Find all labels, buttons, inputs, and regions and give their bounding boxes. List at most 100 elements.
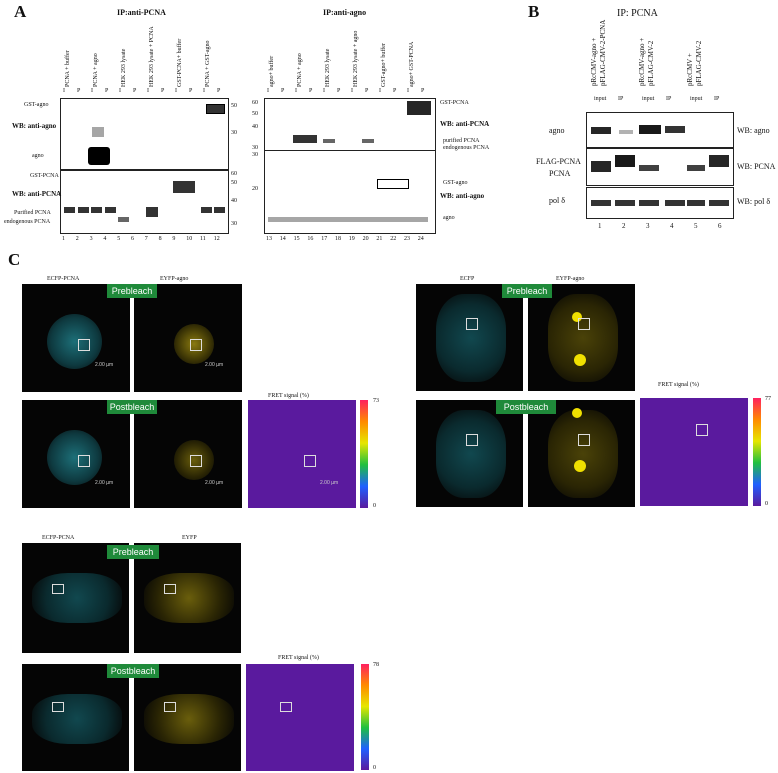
g1-scale-max: 73 (373, 398, 379, 404)
wb-anti-pcna-right: WB: anti-PCNA (440, 120, 490, 128)
b-group-2-b: pFLAG-CMV-2 (647, 40, 655, 86)
lane-label-left-4: HEK 293 lysate + PCNA (149, 26, 155, 87)
g2-fret-label: FRET signal (%) (658, 382, 699, 388)
g1-fret-image (248, 400, 356, 508)
lane-number-right-20: 20 (362, 236, 369, 242)
mw-40-left: 40 (231, 198, 237, 204)
mw-30b-left: 30 (231, 221, 237, 227)
b-group-3-b: pFLAG-CMV-2 (695, 40, 703, 86)
ip-label-i-right-1: I (267, 88, 269, 94)
marker-endogenous-pcna-left: endogenous PCNA (4, 219, 51, 225)
g2-label-eyfp-agno: EYFP-agno (556, 276, 585, 282)
g3-postbleach-tag: Postbleach (107, 664, 159, 678)
ip-label-i-left-5: I (175, 88, 177, 94)
g1-eyfp-post (134, 400, 242, 508)
g1-scale-bar-text-4: 2.00 µm (205, 480, 224, 486)
lane-number-right-14: 14 (279, 236, 286, 242)
g1-colorbar (360, 400, 368, 508)
mw-40-right: 40 (252, 124, 258, 130)
mw-30-right: 30 (252, 145, 258, 151)
mw-30-left: 30 (231, 130, 237, 136)
panel-b-letter: B (528, 2, 540, 21)
g3-colorbar (361, 664, 369, 770)
blot-b-agno (586, 112, 734, 148)
lane-number-left-2: 2 (75, 236, 79, 242)
b-row-pol: pol δ (549, 196, 565, 205)
mw-50b-left: 50 (231, 180, 237, 186)
marker-gst-pcna-left: GST-PCNA (30, 173, 59, 179)
b-col-IP-6: IP (714, 96, 720, 102)
lane-number-right-21: 21 (376, 236, 383, 242)
ip-label-p-right-1: P (281, 88, 285, 94)
marker-gst-agno-left: GST-agno (24, 102, 49, 108)
lane-number-left-1: 1 (62, 236, 65, 242)
ip-label-p-left-2: P (105, 88, 109, 94)
panel-a-letter: A (14, 2, 27, 21)
marker-purified-pcna-left: Purified PCNA (14, 210, 51, 216)
lane-number-right-18: 18 (335, 236, 341, 242)
marker-gst-pcna-right: GST-PCNA (440, 100, 469, 106)
ip-label-i-left-1: I (63, 88, 65, 94)
ip-label-p-right-4: P (365, 88, 369, 94)
b-row-agno: agno (549, 126, 565, 135)
ip-label-i-right-2: I (295, 88, 297, 94)
blot-left-bottom (60, 170, 229, 234)
marker-agno-left: agno (32, 153, 44, 159)
g3-prebleach-tag: Prebleach (107, 545, 159, 559)
lane-number-right-13: 13 (266, 236, 272, 242)
lane-number-left-9: 9 (172, 236, 176, 242)
g1-label-eyfp-agno: EYFP-agno (160, 276, 189, 282)
wb-anti-pcna-left: WB: anti-PCNA (12, 190, 62, 198)
lane-number-left-12: 12 (213, 236, 220, 242)
g2-ecfp-post (416, 400, 523, 507)
lane-number-left-3: 3 (89, 236, 93, 242)
b-lane-number-5: 5 (694, 222, 698, 230)
lane-number-left-11: 11 (200, 236, 206, 242)
b-wb-pcna: WB: PCNA (737, 162, 776, 171)
lane-label-left-1: PCNA + buffer (65, 50, 71, 87)
g1-ecfp-pre (22, 284, 130, 392)
lane-number-left-4: 4 (103, 236, 107, 242)
g3-ecfp-pre (22, 543, 129, 653)
g3-label-ecfp-pcna: ECFP-PCNA (42, 535, 75, 541)
g3-scale-min: 0 (373, 765, 376, 771)
ip-label-p-left-3: P (133, 88, 137, 94)
b-col-input-3: input (642, 96, 655, 102)
b-col-input-1: input (594, 96, 607, 102)
ip-label-p-left-1: P (77, 88, 81, 94)
ip-label-p-right-6: P (421, 88, 425, 94)
marker-gst-agno-right: GST-agno (443, 180, 468, 186)
ip-anti-agno-title: IP:anti-agno (323, 8, 367, 17)
b-group-1-a: pRcCMV-agno + (590, 37, 598, 86)
lane-label-right-3: HEK 293 lysate (325, 48, 331, 87)
g2-scale-min: 0 (765, 501, 768, 507)
lane-number-left-8: 8 (158, 236, 162, 242)
lane-number-left-10: 10 (186, 236, 193, 242)
ip-label-i-left-4: I (147, 88, 149, 94)
g3-eyfp-post (134, 664, 241, 771)
blot-b-pol (586, 187, 734, 219)
ip-label-p-right-3: P (337, 88, 341, 94)
b-col-IP-2: IP (618, 96, 624, 102)
lane-number-right-16: 16 (307, 236, 314, 242)
b-wb-agno: WB: agno (737, 126, 770, 135)
g2-colorbar (753, 398, 761, 506)
ip-label-p-right-2: P (309, 88, 313, 94)
marker-endogenous-pcna-right: endogenous PCNA (443, 145, 490, 151)
g2-eyfp-pre (528, 284, 635, 391)
lane-label-right-4: HEK 293 lysate + agno (353, 30, 359, 87)
lane-label-left-6: PCNA + GST-agno (205, 40, 211, 87)
b-group-3-a: pRcCMV + (686, 53, 694, 86)
b-lane-number-3: 3 (646, 222, 650, 230)
ip-label-i-right-4: I (351, 88, 353, 94)
g2-prebleach-tag: Prebleach (502, 284, 552, 298)
b-lane-number-6: 6 (718, 222, 722, 230)
g3-eyfp-pre (134, 543, 241, 653)
g2-postbleach-tag: Postbleach (496, 400, 556, 414)
ip-label-p-left-4: P (161, 88, 165, 94)
mw-60-left: 60 (231, 171, 237, 177)
ip-label-p-left-6: P (217, 88, 221, 94)
lane-label-right-6: agno+ GST-PCNA (409, 41, 415, 87)
ip-label-i-right-5: I (379, 88, 381, 94)
g1-scale-bar-text-3: 2.00 µm (95, 480, 114, 486)
